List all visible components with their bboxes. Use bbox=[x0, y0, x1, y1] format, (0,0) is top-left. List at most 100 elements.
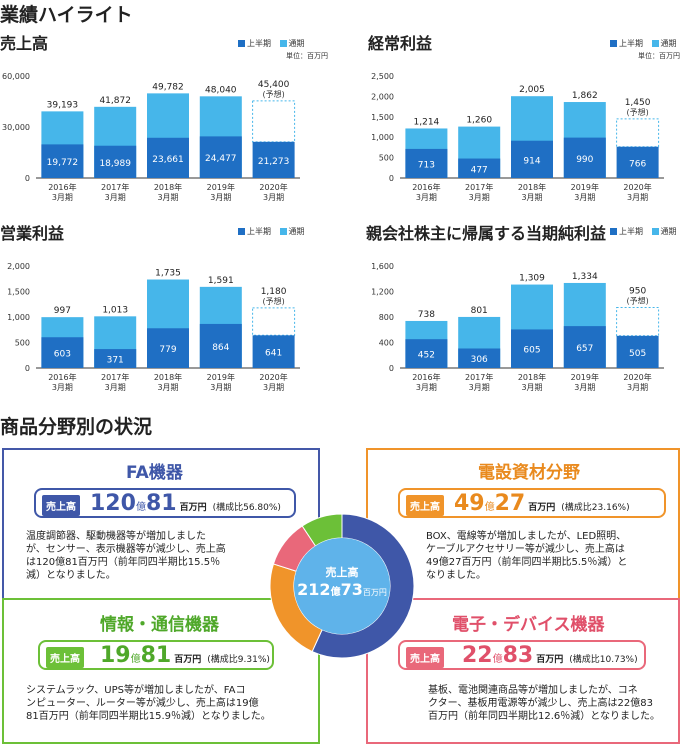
net-chart-title: 親会社株主に帰属する当期純利益 bbox=[366, 224, 607, 243]
net-chart-panel: 親会社株主に帰属する当期純利益 上半期 通期 1,600 1,200 800 400 0… bbox=[352, 214, 680, 404]
y-tick-label: 1,200 bbox=[371, 288, 394, 297]
bar-h1-label: 19,772 bbox=[47, 158, 79, 168]
bar-h1 bbox=[405, 339, 448, 368]
y-tick-label: 500 bbox=[15, 339, 30, 348]
x-tick-label: 2018年 bbox=[154, 182, 182, 192]
x-tick-label: 2020年 bbox=[259, 372, 287, 382]
x-tick-label: 3月期 bbox=[210, 383, 231, 392]
x-tick-label: 2017年 bbox=[465, 182, 493, 192]
donut-svg bbox=[269, 513, 415, 659]
x-tick-label: 3月期 bbox=[52, 193, 73, 202]
chart-legend: 上半期 通期 bbox=[604, 38, 677, 49]
bar-top-label: 45,400 bbox=[258, 80, 290, 90]
donut-center-circle bbox=[294, 538, 390, 634]
bar-top-label: 1,735 bbox=[155, 269, 181, 279]
sales-ratio: (構成比56.80%) bbox=[212, 503, 281, 513]
bar-h1 bbox=[41, 144, 84, 178]
y-tick-label: 1,000 bbox=[371, 133, 394, 142]
y-tick-label: 1,600 bbox=[371, 262, 394, 271]
sales-tag: 売上高 bbox=[406, 647, 444, 668]
y-tick-label: 1,500 bbox=[371, 113, 394, 122]
sales-oku-unit: 億 bbox=[484, 502, 495, 513]
bar-h1 bbox=[616, 335, 659, 368]
bar-top-label: 48,040 bbox=[205, 85, 237, 95]
x-tick-label: 2017年 bbox=[101, 372, 129, 382]
elec-panel-title: 電設資材分野 bbox=[478, 463, 580, 483]
legend-h1-swatch bbox=[610, 228, 617, 235]
x-tick-label: 2020年 bbox=[623, 182, 651, 192]
sales-tag: 売上高 bbox=[42, 495, 80, 516]
bar-h1-label: 657 bbox=[576, 344, 593, 354]
x-tick-label: 2019年 bbox=[571, 372, 599, 382]
bar-h1-label: 23,661 bbox=[152, 155, 184, 165]
bar-h1 bbox=[511, 140, 553, 178]
elec-sales-value: 49億27 百万円 (構成比23.16%) bbox=[454, 491, 630, 516]
operating-bar-chart: 2,000 1,500 1,000 500 0 603 997 2016年 3月期 371 1,01… bbox=[0, 260, 310, 430]
legend-full-swatch bbox=[651, 228, 659, 235]
bar-full-forecast bbox=[252, 100, 296, 143]
donut-man: 73 bbox=[340, 580, 363, 599]
x-tick-label: 3月期 bbox=[416, 193, 437, 202]
legend-full-swatch bbox=[651, 40, 659, 47]
device-panel: 電子・デバイス機器 売上高 22億83 百万円 (構成比10.73%) 基板、電池関… bbox=[366, 598, 680, 744]
x-tick-label: 3月期 bbox=[210, 193, 231, 202]
bar-h1-label: 779 bbox=[159, 345, 176, 355]
bar-h1-label: 21,273 bbox=[258, 157, 290, 167]
x-tick-label: 3月期 bbox=[263, 383, 284, 392]
donut-oku-unit: 億 bbox=[330, 587, 341, 598]
y-tick-label: 60,000 bbox=[2, 72, 30, 81]
x-tick-label: 2016年 bbox=[48, 372, 76, 382]
x-tick-label: 2020年 bbox=[259, 182, 287, 192]
x-tick-label: 2019年 bbox=[571, 182, 599, 192]
y-tick-label: 1,500 bbox=[7, 288, 30, 297]
sales-oku: 49 bbox=[454, 491, 485, 516]
bar-h1-label: 605 bbox=[523, 346, 540, 356]
x-tick-label: 2018年 bbox=[518, 372, 546, 382]
sales-oku-unit: 億 bbox=[130, 654, 141, 665]
desc-line: 基板、電池関連商品等が増加しましたが、コネ bbox=[428, 685, 638, 696]
x-tick-label: 3月期 bbox=[157, 193, 178, 202]
bar-h1 bbox=[511, 329, 553, 368]
desc-line: は120億81百万円（前年同四半期比15.5％ bbox=[26, 557, 221, 568]
sales-oku: 22 bbox=[462, 643, 493, 668]
net-bar-chart: 1,600 1,200 800 400 0 452 738 2016年 3月期 306 801 201… bbox=[364, 260, 674, 430]
forecast-note: (予想) bbox=[626, 295, 648, 305]
x-tick-label: 3月期 bbox=[52, 383, 73, 392]
chart-svg: 2,0001,5001,00050006039972016年3月期3711,01… bbox=[7, 262, 300, 392]
donut-oku: 212 bbox=[297, 580, 331, 599]
legend-h1-label: 上半期 bbox=[247, 227, 271, 236]
bar-h1 bbox=[252, 335, 295, 368]
sales-unit: 百万円 bbox=[536, 655, 564, 665]
bar-top-label: 738 bbox=[418, 310, 435, 320]
chart-svg: 2,5002,0001,5001,00050007131,2142016年3月期… bbox=[371, 72, 664, 202]
fa-sales-box: 売上高 120億81 百万円 (構成比56.80%) bbox=[34, 488, 296, 518]
bar-h1 bbox=[405, 148, 448, 178]
desc-line: ケーブルアクセサリー等が減少し、売上高は bbox=[426, 544, 625, 555]
bar-h1 bbox=[458, 158, 501, 178]
info-sales-box: 売上高 19億81 百万円 (構成比9.31%) bbox=[38, 640, 274, 670]
x-tick-label: 2017年 bbox=[465, 372, 493, 382]
y-tick-label: 500 bbox=[379, 154, 394, 163]
bar-h1-label: 24,477 bbox=[205, 154, 237, 164]
bar-h1 bbox=[41, 337, 84, 368]
sales-oku: 19 bbox=[100, 643, 131, 668]
x-tick-label: 3月期 bbox=[105, 193, 126, 202]
x-tick-label: 2016年 bbox=[48, 182, 76, 192]
device-description: 基板、電池関連商品等が増加しましたが、コネ クター、基板用電源等が減少し、売上高… bbox=[428, 684, 678, 723]
fa-panel-title: FA機器 bbox=[126, 463, 183, 483]
bar-top-label: 1,260 bbox=[466, 116, 492, 126]
x-tick-label: 3月期 bbox=[521, 193, 542, 202]
sales-man: 81 bbox=[145, 491, 177, 516]
sales-man: 27 bbox=[494, 491, 526, 516]
forecast-note: (予想) bbox=[626, 107, 648, 117]
legend-h1-swatch bbox=[610, 40, 617, 47]
desc-line: システムラック、UPS等が増加しましたが、FAコ bbox=[26, 685, 246, 696]
forecast-note: (予想) bbox=[262, 89, 284, 99]
desc-line: なりました。 bbox=[426, 570, 486, 581]
bar-top-label: 1,450 bbox=[625, 98, 651, 108]
sales-oku-unit: 億 bbox=[492, 654, 503, 665]
unit-label: 単位：百万円 bbox=[638, 52, 680, 60]
sales-chart-title: 売上高 bbox=[0, 34, 49, 53]
legend-full-label: 通期 bbox=[660, 39, 677, 48]
device-sales-value: 22億83 百万円 (構成比10.73%) bbox=[462, 643, 638, 668]
